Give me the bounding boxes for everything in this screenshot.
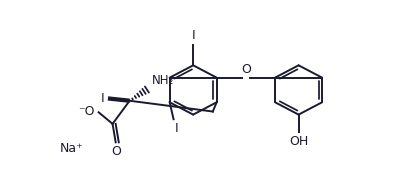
Text: I: I — [191, 29, 195, 42]
Text: ⁻O: ⁻O — [78, 105, 95, 118]
Text: Na⁺: Na⁺ — [60, 142, 84, 155]
Text: I: I — [101, 92, 105, 105]
Text: NH₂: NH₂ — [152, 74, 174, 87]
Text: I: I — [175, 122, 179, 135]
Text: O: O — [111, 145, 121, 158]
Text: OH: OH — [289, 135, 308, 148]
Text: O: O — [241, 63, 251, 76]
